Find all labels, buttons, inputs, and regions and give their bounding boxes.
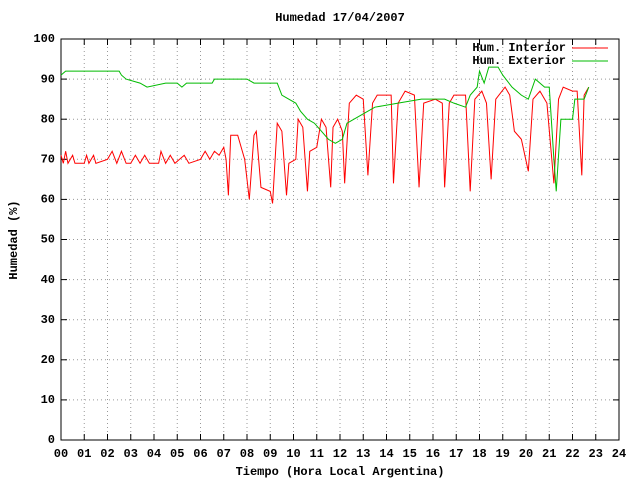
- y-tick-label: 60: [41, 193, 55, 207]
- y-tick-label: 40: [41, 273, 55, 287]
- x-tick-label: 06: [193, 447, 207, 461]
- x-tick-label: 03: [124, 447, 138, 461]
- plot-frame: [60, 38, 620, 441]
- x-tick-label: 24: [612, 447, 626, 461]
- y-tick-label: 70: [41, 152, 55, 166]
- x-tick-label: 18: [472, 447, 486, 461]
- chart-title: Humedad 17/04/2007: [275, 11, 405, 25]
- x-tick-label: 00: [54, 447, 68, 461]
- y-tick-label: 100: [33, 32, 55, 46]
- x-tick-label: 14: [379, 447, 393, 461]
- x-tick-label: 02: [100, 447, 114, 461]
- x-tick-label: 04: [147, 447, 161, 461]
- x-tick-label: 01: [77, 447, 91, 461]
- x-tick-label: 21: [542, 447, 556, 461]
- x-tick-label: 17: [449, 447, 463, 461]
- x-tick-label: 20: [519, 447, 533, 461]
- y-tick-label: 80: [41, 112, 55, 126]
- x-tick-label: 15: [403, 447, 417, 461]
- x-tick-label: 09: [263, 447, 277, 461]
- y-axis-label: Humedad (%): [7, 200, 21, 279]
- x-tick-label: 13: [356, 447, 370, 461]
- y-tick-label: 20: [41, 353, 55, 367]
- x-tick-label: 07: [217, 447, 231, 461]
- y-tick-label: 10: [41, 393, 55, 407]
- x-tick-label: 11: [310, 447, 324, 461]
- x-axis-label: Tiempo (Hora Local Argentina): [236, 465, 445, 479]
- x-tick-label: 19: [496, 447, 510, 461]
- x-tick-label: 23: [589, 447, 603, 461]
- legend-label: Hum. Exterior: [472, 54, 566, 68]
- y-tick-label: 50: [41, 233, 55, 247]
- legend-label: Hum. Interior: [472, 41, 566, 55]
- y-tick-label: 30: [41, 313, 55, 327]
- y-tick-label: 90: [41, 72, 55, 86]
- y-tick-label: 0: [48, 433, 55, 447]
- x-tick-label: 22: [565, 447, 579, 461]
- series-line: [60, 66, 590, 192]
- x-tick-label: 08: [240, 447, 254, 461]
- x-tick-label: 10: [286, 447, 300, 461]
- series-line: [60, 86, 590, 204]
- x-tick-label: 12: [333, 447, 347, 461]
- x-tick-label: 16: [426, 447, 440, 461]
- x-tick-label: 05: [170, 447, 184, 461]
